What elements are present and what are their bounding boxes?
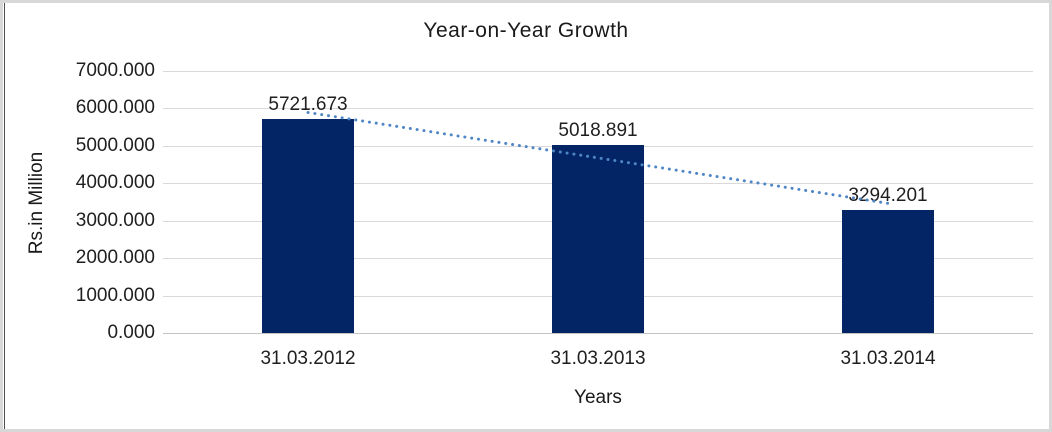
y-tick-label: 0.000 xyxy=(107,322,155,343)
y-tick-label: 5000.000 xyxy=(75,135,155,156)
x-tick-label: 31.03.2012 xyxy=(260,348,356,369)
y-tick-label: 2000.000 xyxy=(75,247,155,268)
chart-title: Year-on-Year Growth xyxy=(423,19,629,42)
y-tick-label: 3000.000 xyxy=(75,210,155,231)
y-tick-label: 4000.000 xyxy=(75,172,155,193)
y-axis-title: Rs.in Million xyxy=(26,151,47,255)
bar-data-label: 3294.201 xyxy=(848,185,928,206)
x-axis-line xyxy=(163,333,1033,334)
bar-data-label: 5018.891 xyxy=(558,120,638,141)
y-tick-label: 1000.000 xyxy=(75,285,155,306)
y-tick-label: 6000.000 xyxy=(75,97,155,118)
x-axis-title: Years xyxy=(574,387,622,408)
gridline xyxy=(163,108,1033,109)
bar xyxy=(552,145,644,333)
y-tick-label: 7000.000 xyxy=(75,60,155,81)
x-tick-label: 31.03.2013 xyxy=(550,348,646,369)
x-tick-label: 31.03.2014 xyxy=(840,348,936,369)
bar-data-label: 5721.673 xyxy=(268,94,348,115)
bar xyxy=(842,210,934,333)
gridline xyxy=(163,71,1033,72)
bar xyxy=(262,119,354,333)
